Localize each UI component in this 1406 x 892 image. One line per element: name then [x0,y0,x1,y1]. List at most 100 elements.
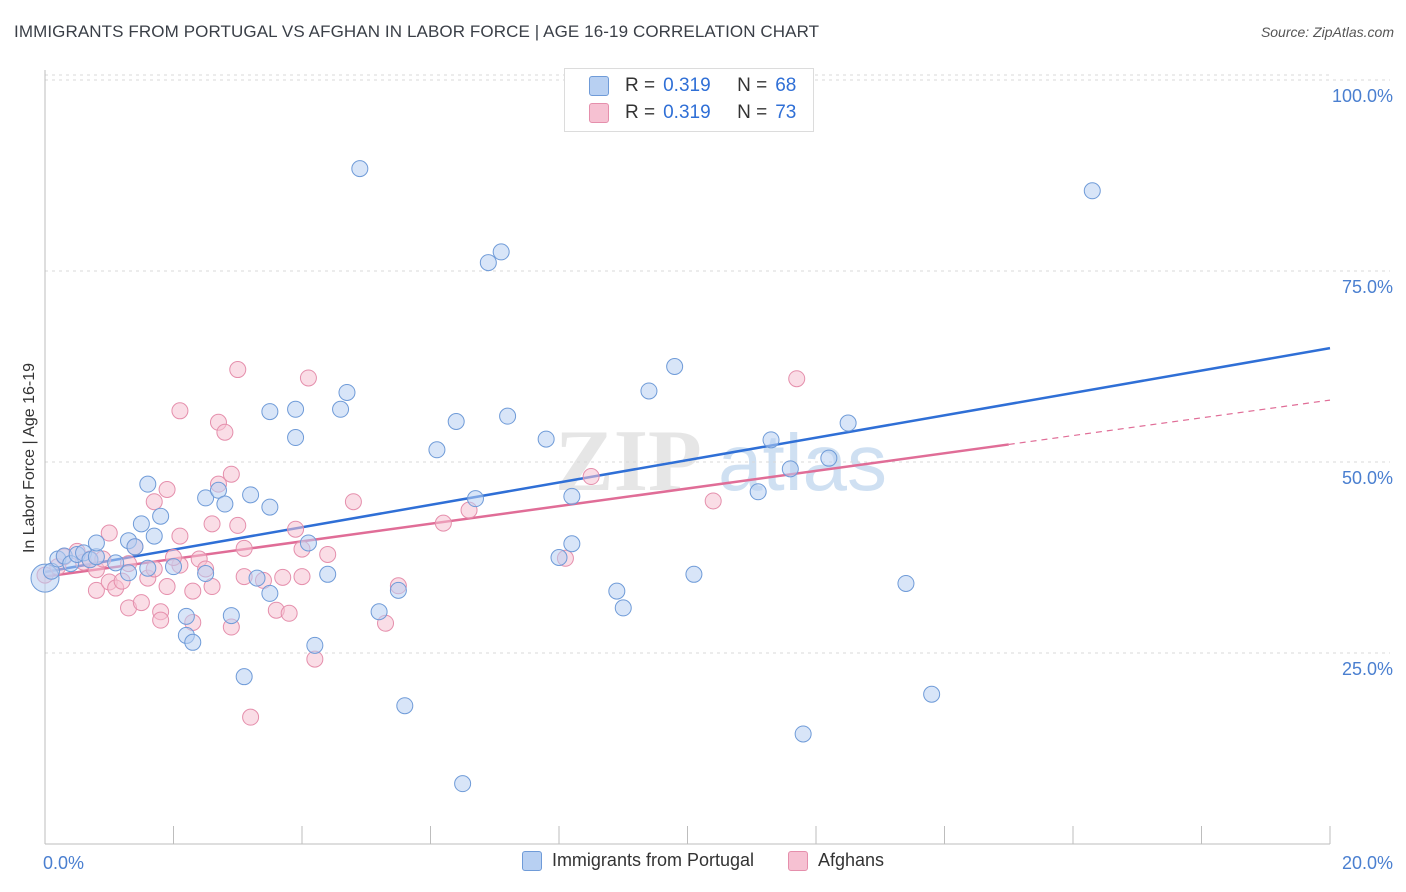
point-portugal [640,382,658,400]
point-portugal [389,581,407,599]
point-portugal [216,495,234,513]
point-portugal [614,599,632,617]
point-portugal [338,383,356,401]
point-portugal [1083,182,1101,200]
legend-row-afghans: R = 0.319 N = 73 [589,102,796,124]
point-portugal [306,636,324,654]
legend-row-portugal: R = 0.319 N = 68 [589,75,796,97]
point-portugal [351,160,369,178]
point-portugal [479,254,497,272]
point-portugal [781,460,799,478]
legend-label-portugal: Immigrants from Portugal [551,850,754,870]
data-points [30,160,1101,793]
point-portugal [370,603,388,621]
point-portugal [396,697,414,715]
point-portugal [222,607,240,625]
point-portugal [466,490,484,508]
point-portugal [107,554,125,572]
point-afghans [319,545,337,563]
point-portugal [608,582,626,600]
point-afghans [158,481,176,499]
point-portugal [454,775,472,793]
point-afghans [100,524,118,542]
point-portugal [563,487,581,505]
point-portugal [152,507,170,525]
point-portugal [139,475,157,493]
point-portugal [897,574,915,592]
point-portugal [685,565,703,583]
point-afghans [152,611,170,629]
point-portugal [197,489,215,507]
point-portugal [248,569,266,587]
legend-label-afghans: Afghans [818,850,885,870]
r-value-portugal: 0.319 [663,75,711,96]
trend-line-portugal [44,346,1331,574]
grid-lines [45,74,1390,654]
point-portugal [499,407,517,425]
y-tick-labels: 25.0% 50.0% 75.0% 100.0% [1332,86,1393,679]
point-portugal [666,358,684,375]
point-portugal [287,400,305,418]
legend-swatch-portugal [589,76,609,96]
point-afghans [704,492,722,510]
point-afghans [87,581,105,599]
point-portugal [299,534,317,552]
point-portugal [428,441,446,459]
point-portugal [177,607,195,625]
n-value-afghans: 73 [775,102,797,123]
point-afghans [274,568,292,586]
point-portugal [184,633,202,651]
point-portugal [261,498,279,516]
y-tick-label: 50.0% [1342,468,1393,488]
n-value-portugal: 68 [775,75,797,96]
point-afghans [434,514,452,532]
point-portugal [165,558,182,576]
legend-item-afghans: Afghans [788,850,884,871]
r-label: R = [625,75,656,96]
source-credit: Source: ZipAtlas.com [1260,24,1394,40]
legend-item-portugal: Immigrants from Portugal [521,850,754,871]
trend-extension-afghans [1008,399,1331,446]
point-afghans [158,578,176,596]
point-afghans [582,468,600,486]
point-portugal [287,429,305,447]
point-portugal [87,534,105,552]
point-portugal [537,430,555,448]
chart-title: IMMIGRANTS FROM PORTUGAL VS AFGHAN IN LA… [14,22,820,41]
point-afghans [788,370,806,388]
point-portugal [145,527,163,545]
point-afghans [293,568,311,586]
point-portugal [820,449,838,467]
point-afghans [132,594,150,612]
point-afghans [299,369,317,387]
y-tick-label: 100.0% [1332,86,1393,106]
point-portugal [235,668,253,686]
x-tick-label: 20.0% [1342,853,1393,873]
point-afghans [235,539,253,557]
point-afghans [222,465,240,483]
point-afghans [203,515,221,533]
point-portugal [197,565,215,583]
point-afghans [229,516,247,534]
point-portugal [242,486,260,504]
y-tick-label: 75.0% [1342,277,1393,297]
point-portugal [762,431,780,449]
legend-swatch-afghans [788,850,808,871]
x-tick-labels: 0.0% 20.0% [43,853,1393,873]
point-afghans [242,708,260,726]
point-afghans [280,604,298,622]
point-portugal [550,549,568,566]
n-label: N = [737,102,768,123]
n-label: N = [737,75,768,96]
point-portugal [139,559,157,577]
series-legend: Immigrants from Portugal Afghans [0,850,1406,871]
point-afghans [287,520,305,538]
point-portugal [749,483,767,501]
point-afghans [145,493,163,511]
correlation-legend: R = 0.319 N = 68 R = 0.319 N = 73 [564,68,814,132]
r-value-afghans: 0.319 [663,102,711,123]
legend-swatch-portugal [521,850,542,871]
point-portugal [447,413,465,431]
point-portugal [261,584,279,602]
